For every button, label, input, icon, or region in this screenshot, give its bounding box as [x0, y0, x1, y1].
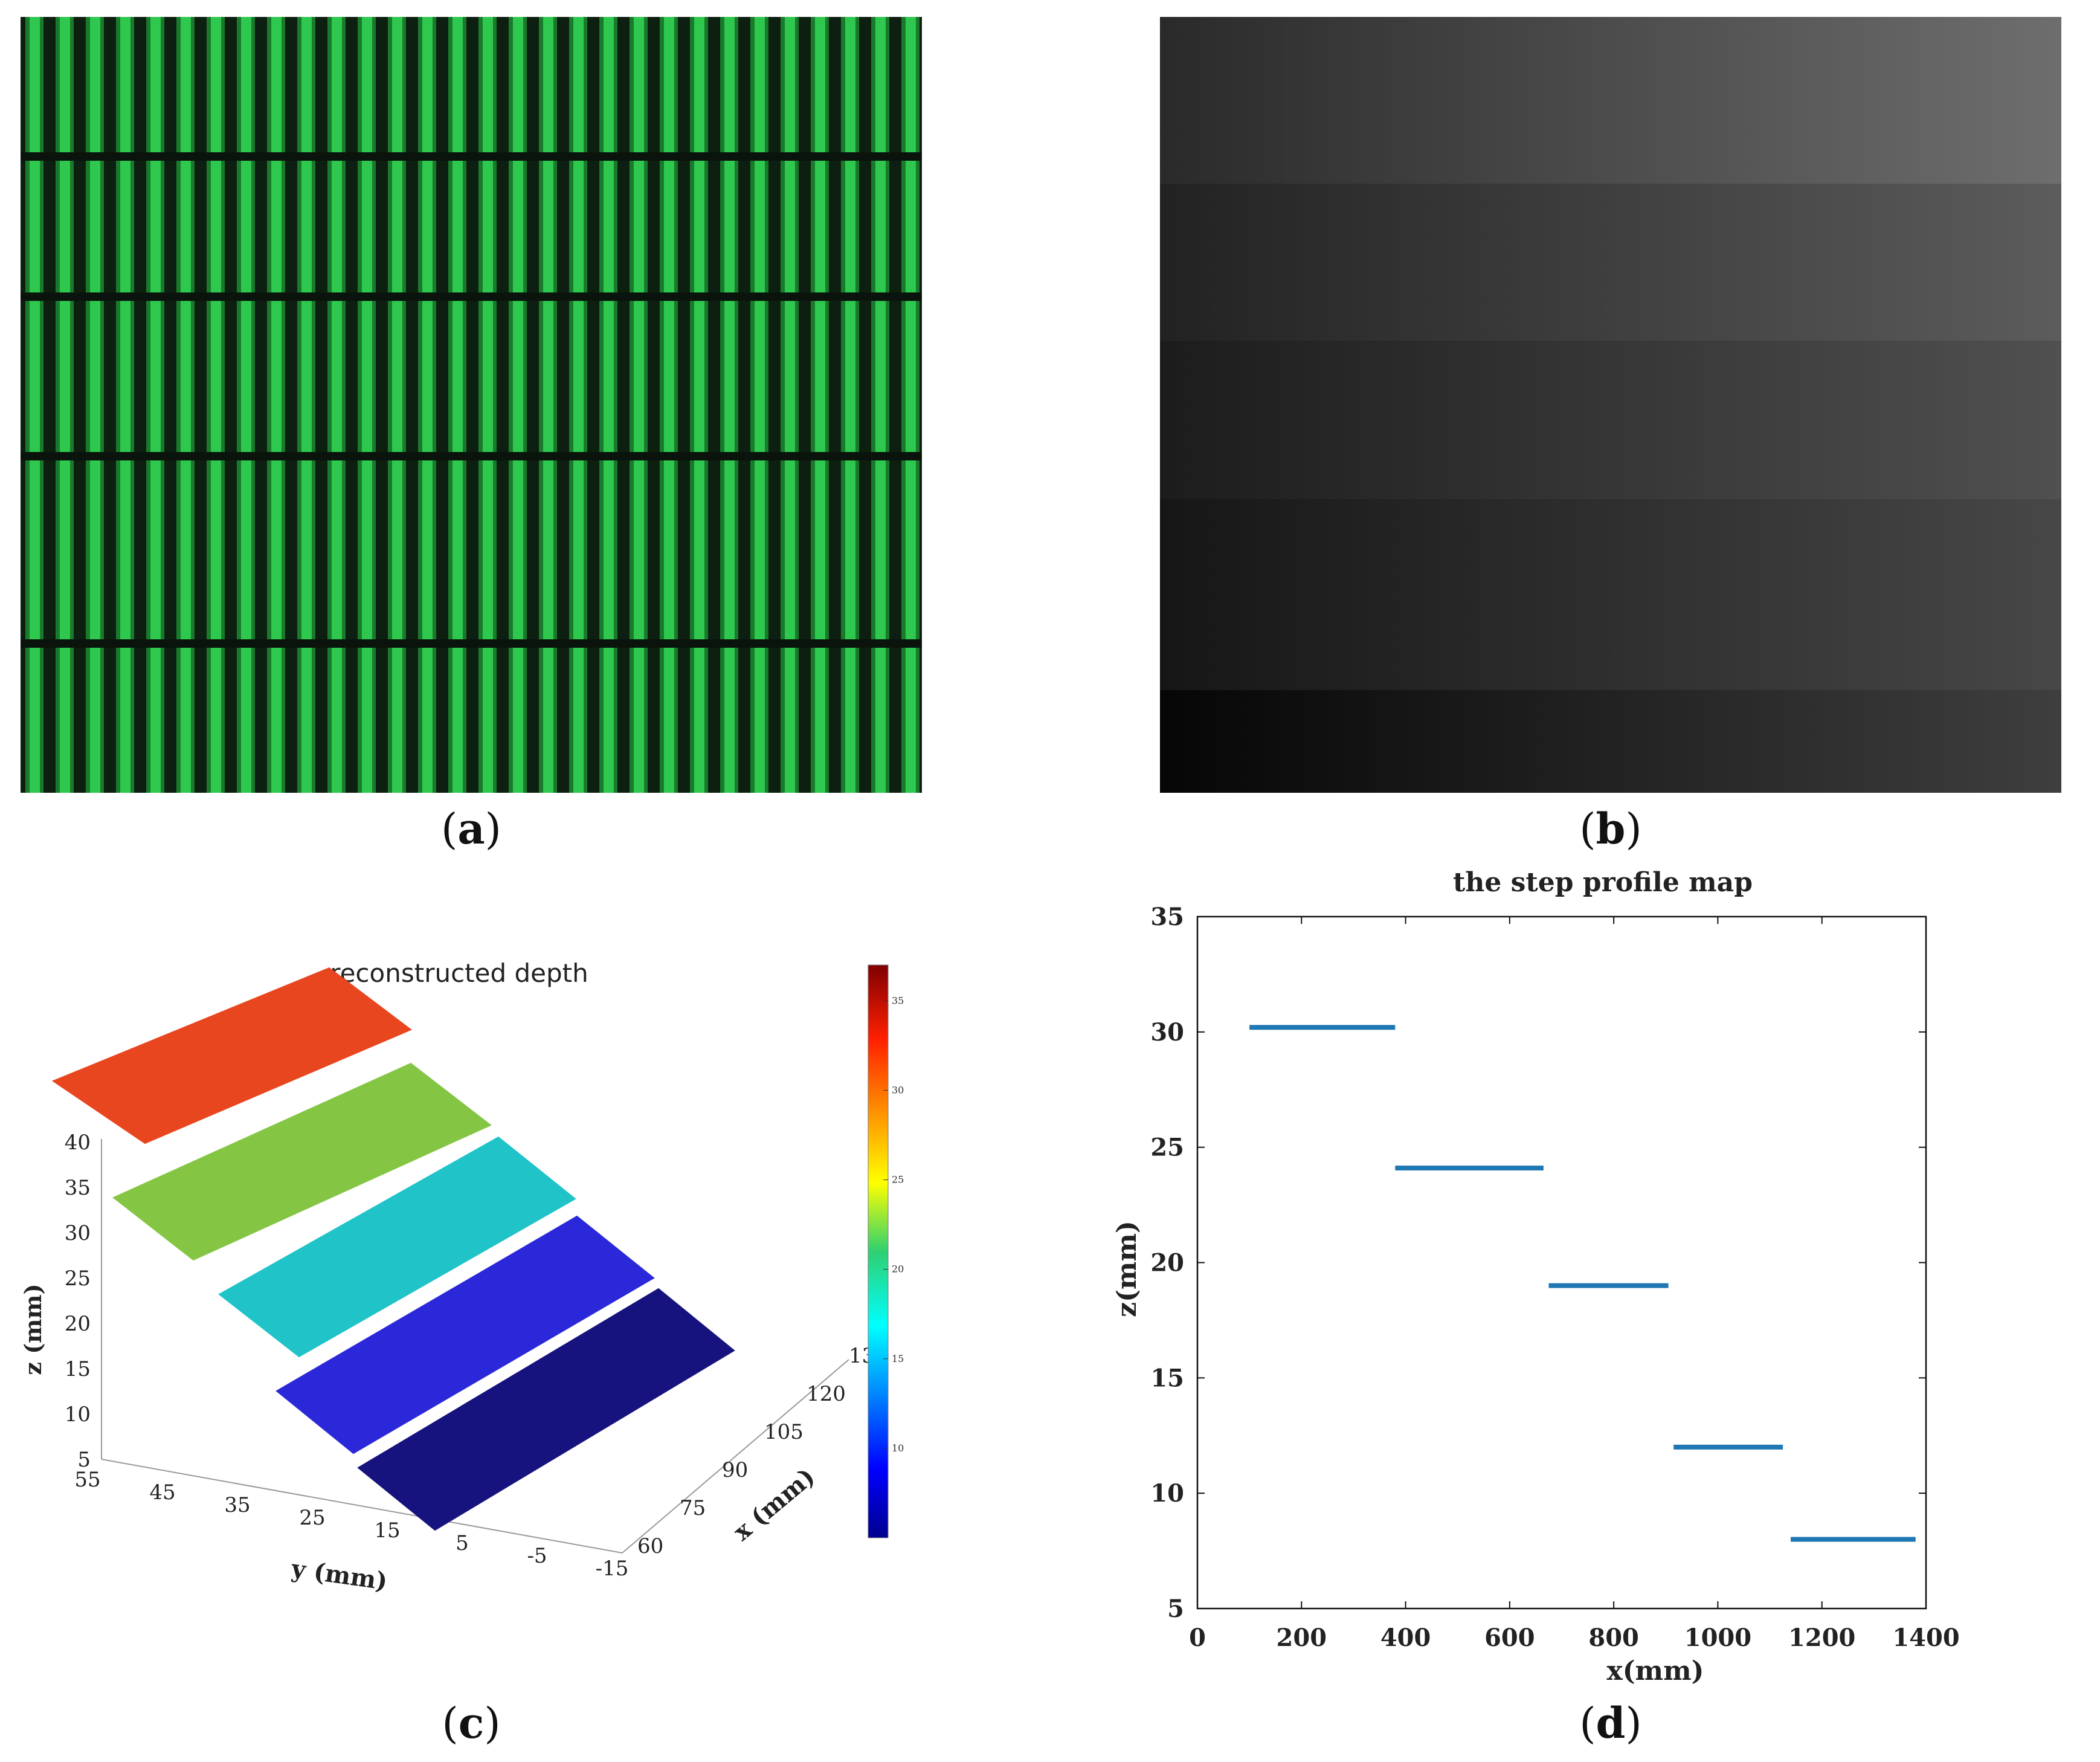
x-tick-label: 75 [680, 1496, 706, 1520]
chart-c-colorbar-ticks: 35 30 25 20 15 10 [883, 995, 904, 1454]
caption-b: (b) [1579, 804, 1642, 854]
y-tick-label: 20 [1150, 1249, 1184, 1277]
step-surface-5 [357, 1288, 735, 1531]
z-tick-label: 40 [65, 1131, 91, 1155]
x-tick-label: 200 [1277, 1624, 1327, 1652]
x-tick-label: 1000 [1684, 1624, 1751, 1652]
chart-c-step-surfaces [51, 967, 735, 1531]
y-tick-label: 35 [1150, 903, 1184, 931]
z-tick-label: 35 [65, 1176, 91, 1200]
x-tick-label: 90 [722, 1458, 748, 1482]
chart-c-colorbar [868, 964, 889, 1538]
z-tick-label: 5 [77, 1448, 91, 1472]
chart-c-3d-surface: reconstructed depth 5 10 15 20 25 30 35 40 z (m… [12, 858, 1015, 1613]
colorbar-tick-label: 15 [892, 1353, 904, 1364]
x-tick-label: 105 [764, 1420, 804, 1444]
y-tick-label: -15 [596, 1557, 629, 1581]
fringe-band-dividers [21, 152, 922, 648]
z-tick-label: 30 [65, 1221, 91, 1245]
depth-map-image [1160, 17, 2061, 793]
chart-c-z-ticks: 5 10 15 20 25 30 35 40 [65, 1131, 91, 1472]
caption-a: (a) [441, 804, 501, 854]
chart-c-y-ticks: 55 45 35 25 15 5 -5 -15 [74, 1468, 628, 1581]
y-tick-label: 10 [1150, 1479, 1184, 1508]
y-tick-label: 25 [299, 1506, 325, 1530]
y-tick-label: 35 [224, 1493, 250, 1517]
y-tick-label: 15 [374, 1518, 400, 1543]
step-surface-2 [112, 1062, 492, 1261]
chart-d-step-profile: the step profile map 0 200 400 600 800 1000 12… [1112, 867, 1960, 1686]
chart-c-y-axis [101, 1459, 623, 1554]
y-tick-label: 5 [456, 1531, 469, 1555]
colorbar-tick-label: 25 [892, 1174, 904, 1186]
x-tick-label: 1400 [1892, 1624, 1959, 1652]
step-surface-3 [218, 1136, 576, 1358]
chart-d-series [1249, 1025, 1916, 1542]
x-tick-label: 400 [1380, 1624, 1431, 1652]
chart-d-x-label: x(mm) [1607, 1656, 1704, 1686]
x-tick-label: 1200 [1788, 1624, 1855, 1652]
chart-c-title: reconstructed depth [330, 958, 588, 988]
colorbar-tick-label: 35 [892, 995, 904, 1006]
y-tick-label: -5 [527, 1544, 547, 1568]
chart-d-ticks: 0 200 400 600 800 1000 1200 1400 5 10 15 20 25 30 35 [1150, 903, 1959, 1652]
step-surface-4 [275, 1215, 655, 1454]
z-tick-label: 10 [65, 1402, 91, 1427]
x-tick-label: 800 [1588, 1624, 1639, 1652]
y-tick-label: 15 [1150, 1364, 1184, 1392]
fringe-pattern-image [21, 17, 922, 793]
z-tick-label: 25 [65, 1267, 91, 1291]
x-tick-label: 120 [807, 1382, 846, 1406]
chart-c-z-label: z (mm) [19, 1283, 47, 1375]
x-tick-label: 60 [637, 1534, 663, 1558]
colorbar-tick-label: 30 [892, 1084, 904, 1096]
colorbar-tick-label: 10 [892, 1442, 904, 1454]
z-tick-label: 15 [65, 1357, 91, 1381]
y-tick-label: 5 [1167, 1595, 1184, 1623]
x-tick-label: 600 [1484, 1624, 1535, 1652]
y-tick-label: 45 [149, 1480, 175, 1505]
chart-c-x-axis [622, 1359, 849, 1554]
caption-d: (d) [1579, 1698, 1642, 1748]
y-tick-label: 30 [1150, 1018, 1184, 1047]
x-tick-label: 0 [1189, 1624, 1206, 1652]
chart-d-title: the step profile map [1453, 867, 1753, 898]
caption-c: (c) [442, 1698, 501, 1748]
y-tick-label: 25 [1150, 1134, 1184, 1162]
chart-d-y-label: z(mm) [1112, 1221, 1142, 1317]
colorbar-tick-label: 20 [892, 1263, 904, 1275]
chart-d-plot-area [1196, 915, 1927, 1610]
z-tick-label: 20 [65, 1312, 91, 1336]
y-tick-label: 55 [74, 1468, 100, 1492]
step-surface-1 [51, 967, 412, 1144]
